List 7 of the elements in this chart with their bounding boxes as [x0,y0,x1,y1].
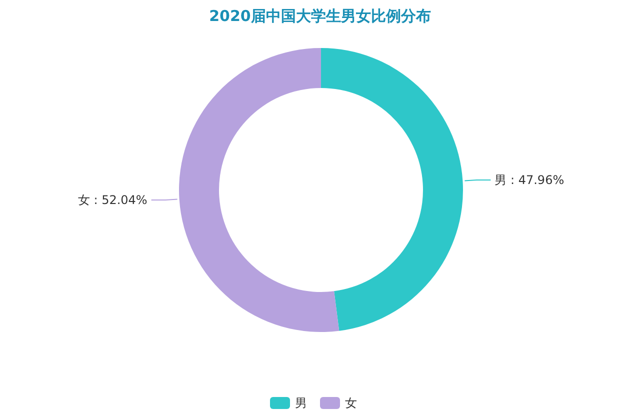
legend-label: 女 [345,396,357,410]
donut-slice [179,48,340,332]
donut-slice [321,48,463,331]
chart-title: 2020届中国大学生男女比例分布 [209,7,431,25]
data-label: 男 : 47.96% [494,173,564,188]
legend-label: 男 [295,396,307,410]
data-label: 女 : 52.04% [78,193,148,208]
